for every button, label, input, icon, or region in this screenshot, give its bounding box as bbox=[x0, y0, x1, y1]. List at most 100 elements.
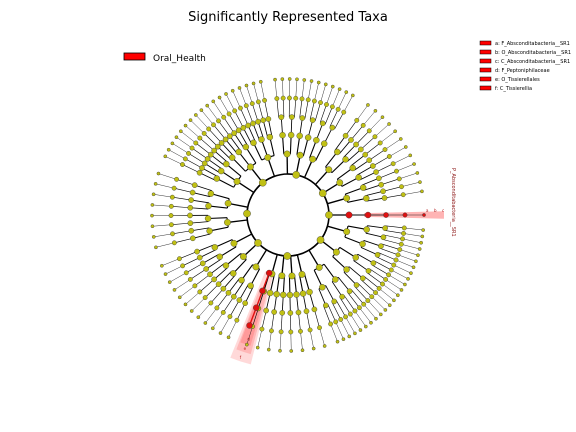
taxon-node bbox=[309, 155, 317, 163]
taxon-node bbox=[403, 282, 407, 287]
taxon-node bbox=[401, 231, 406, 236]
taxon-node bbox=[353, 141, 359, 148]
branch-line bbox=[365, 232, 384, 238]
taxon-node bbox=[289, 349, 294, 353]
taxon-node bbox=[211, 276, 217, 283]
taxon-node bbox=[416, 253, 420, 257]
taxon-node bbox=[205, 202, 212, 210]
branch-line bbox=[363, 304, 377, 319]
taxon-node bbox=[403, 145, 408, 149]
taxon-node bbox=[307, 327, 313, 333]
branch-line bbox=[371, 296, 386, 311]
branch-line bbox=[366, 197, 385, 202]
taxon-node bbox=[216, 253, 223, 260]
taxon-node bbox=[370, 260, 377, 266]
taxon-node bbox=[223, 160, 230, 168]
taxon-node bbox=[204, 156, 211, 162]
taxon-node bbox=[351, 93, 355, 98]
taxon-node bbox=[186, 150, 191, 156]
branch-line bbox=[228, 320, 238, 338]
taxon-node bbox=[378, 243, 384, 249]
taxon-node bbox=[373, 109, 378, 113]
branch-line bbox=[234, 110, 244, 128]
branch-line bbox=[319, 104, 327, 123]
taxon-node bbox=[160, 263, 164, 268]
taxon-node bbox=[242, 300, 248, 306]
taxon-node bbox=[300, 348, 305, 353]
clade-key-swatch bbox=[479, 85, 492, 91]
taxon-node bbox=[196, 254, 203, 261]
taxon-node bbox=[193, 140, 199, 146]
branch-line bbox=[372, 156, 390, 167]
branch-line bbox=[354, 310, 366, 327]
taxon-node bbox=[283, 150, 291, 158]
taxon-node bbox=[180, 263, 186, 269]
taxon-node bbox=[288, 329, 294, 335]
taxon-node bbox=[217, 95, 222, 100]
branch-line bbox=[182, 164, 200, 173]
taxon-node bbox=[399, 184, 404, 190]
taxon-node bbox=[347, 334, 352, 339]
branch-line bbox=[190, 221, 209, 224]
taxon-node bbox=[240, 124, 247, 131]
branch-line bbox=[381, 178, 400, 186]
branch-line bbox=[246, 326, 253, 345]
branch-line bbox=[399, 249, 418, 256]
taxon-node bbox=[214, 143, 221, 150]
branch-line bbox=[172, 196, 192, 201]
branch-line bbox=[324, 106, 333, 125]
taxon-node bbox=[151, 235, 156, 239]
branch-line bbox=[198, 302, 212, 318]
taxon-node bbox=[299, 115, 306, 121]
branch-line bbox=[369, 268, 386, 280]
taxon-node bbox=[306, 288, 313, 296]
clade-key-swatch bbox=[479, 49, 492, 55]
taxon-node bbox=[274, 96, 280, 101]
branch-line bbox=[171, 206, 191, 209]
taxon-node bbox=[210, 326, 215, 331]
branch-line bbox=[318, 288, 327, 306]
taxon-node bbox=[373, 290, 378, 296]
clade-key-swatch bbox=[479, 67, 492, 73]
taxon-node bbox=[229, 154, 236, 161]
taxon-node bbox=[211, 244, 219, 251]
taxon-node bbox=[292, 171, 300, 179]
clade-key-label: b: O_Absconditabacteria__SR1 bbox=[495, 50, 571, 56]
branch-line bbox=[393, 155, 411, 164]
taxon-node bbox=[243, 103, 249, 109]
branch-line bbox=[393, 264, 412, 274]
branch-line bbox=[359, 307, 372, 323]
branch-line bbox=[216, 292, 229, 309]
taxon-node bbox=[421, 228, 425, 232]
branch-line bbox=[205, 307, 218, 324]
taxon-node bbox=[348, 137, 354, 143]
branch-line bbox=[217, 146, 231, 160]
branch-line bbox=[268, 330, 272, 350]
taxon-node bbox=[215, 281, 222, 287]
branch-line bbox=[385, 279, 402, 291]
branch-line bbox=[240, 107, 249, 126]
taxon-node bbox=[188, 227, 195, 234]
branch-line bbox=[180, 131, 196, 144]
branch-line bbox=[374, 260, 392, 271]
taxon-node bbox=[255, 118, 261, 125]
taxon-node bbox=[383, 277, 389, 282]
branch-line bbox=[360, 247, 378, 256]
taxon-node bbox=[395, 252, 401, 258]
taxon-node bbox=[409, 271, 413, 275]
taxon-node bbox=[318, 189, 327, 198]
taxon-node bbox=[302, 78, 307, 82]
taxon-node bbox=[199, 260, 206, 267]
taxon-node bbox=[359, 240, 366, 248]
branch-line bbox=[155, 242, 175, 248]
taxon-node bbox=[151, 192, 156, 197]
taxon-node bbox=[247, 163, 254, 171]
taxon-node bbox=[398, 241, 404, 247]
taxon-node bbox=[392, 298, 396, 303]
taxon-node bbox=[358, 328, 363, 332]
taxon-node bbox=[247, 282, 254, 289]
taxon-node bbox=[362, 151, 369, 158]
branch-line bbox=[185, 291, 200, 305]
taxon-node bbox=[154, 245, 158, 250]
clade-key-swatch bbox=[479, 40, 492, 46]
